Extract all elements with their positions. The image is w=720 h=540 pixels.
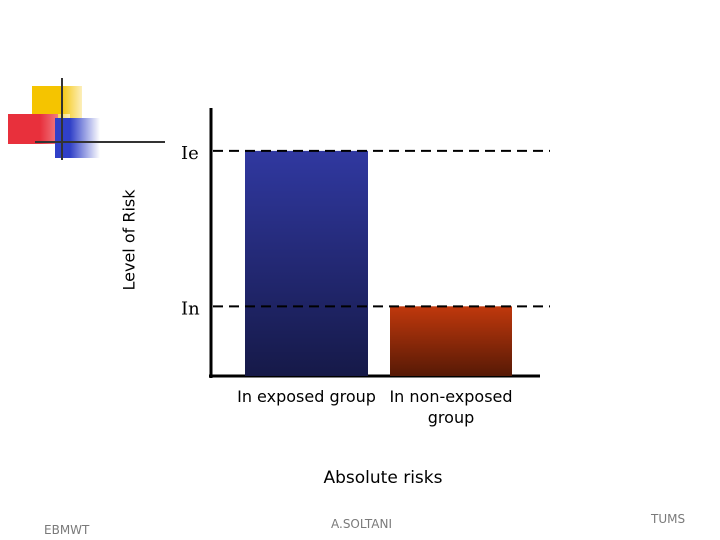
bar-shade: [390, 306, 512, 376]
footer-right: TUMS: [651, 512, 686, 526]
logo: [8, 78, 165, 160]
reference-label: In: [181, 298, 200, 319]
reference-label: Ie: [181, 143, 199, 164]
category-label: In exposed group: [237, 387, 376, 406]
bar-shade: [245, 150, 368, 376]
x-axis-title: Absolute risks: [324, 468, 443, 488]
footer-center: A.SOLTANI: [331, 517, 393, 531]
category-label: In non-exposed group: [389, 387, 513, 427]
footer-left: EBMWT: [44, 523, 90, 537]
y-axis-title: Level of Risk: [120, 189, 139, 291]
